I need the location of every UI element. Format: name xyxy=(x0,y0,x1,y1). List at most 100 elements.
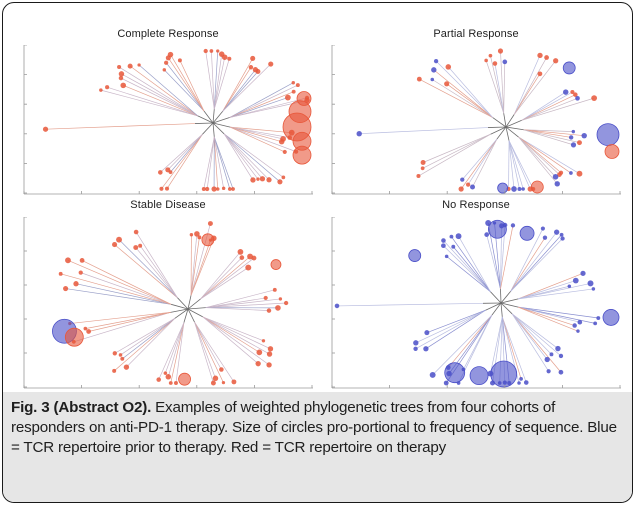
branch xyxy=(202,316,259,364)
branch xyxy=(200,267,249,300)
leaf-dot xyxy=(563,89,569,95)
panel-frame xyxy=(331,45,621,195)
leaf-dot xyxy=(544,356,550,363)
branch xyxy=(523,129,585,137)
branch xyxy=(467,138,498,185)
leaf-dot xyxy=(567,284,572,289)
branch xyxy=(336,302,484,307)
branch xyxy=(205,289,275,308)
leaf-dot xyxy=(356,131,362,137)
branch xyxy=(139,245,178,298)
leaf-dot xyxy=(558,369,564,375)
panel-frame xyxy=(23,45,313,195)
branch xyxy=(223,133,263,179)
leaf-dot xyxy=(278,297,283,301)
leaf-dot xyxy=(570,142,577,148)
branch xyxy=(170,303,189,310)
leaf-dot xyxy=(443,380,449,386)
branch xyxy=(521,91,573,121)
branch xyxy=(518,306,596,324)
figure-caption: Fig. 3 (Abstract O2). Examples of weight… xyxy=(3,392,632,502)
leaf-dot xyxy=(42,126,49,132)
leaf-dot xyxy=(118,75,124,81)
frequency-circle xyxy=(488,219,507,239)
leaf-dot xyxy=(227,187,232,191)
leaf-dot xyxy=(581,132,587,139)
branch xyxy=(200,251,241,300)
leaf-dot xyxy=(458,186,464,192)
branch xyxy=(229,97,288,118)
branch xyxy=(206,136,215,190)
leaf-dot xyxy=(431,67,437,73)
leaf-dot xyxy=(250,55,256,61)
branch xyxy=(513,73,541,115)
phylogenetic-tree xyxy=(23,45,313,195)
branch xyxy=(205,298,281,308)
branch xyxy=(508,140,520,190)
leaf-dot xyxy=(441,243,446,249)
leaf-dot xyxy=(216,49,220,53)
panel-partial-response: Partial Response xyxy=(331,3,621,195)
branch xyxy=(521,91,566,121)
leaf-dot xyxy=(523,380,529,385)
branch xyxy=(121,73,198,117)
leaf-dot xyxy=(281,175,286,180)
leaf-dot xyxy=(215,187,220,191)
leaf-dot xyxy=(554,181,560,187)
branch xyxy=(223,133,284,178)
leaf-dot xyxy=(560,236,565,241)
leaf-dot xyxy=(205,186,210,192)
branch xyxy=(508,140,515,190)
leaf-dot xyxy=(158,170,163,175)
frequency-circle xyxy=(64,327,84,347)
branch xyxy=(138,64,198,117)
leaf-dot xyxy=(572,323,577,328)
panel-frame xyxy=(23,217,313,389)
branch xyxy=(161,134,203,190)
leaf-dot xyxy=(282,149,287,155)
branch xyxy=(453,246,491,292)
branch xyxy=(200,257,243,300)
branch xyxy=(510,238,563,292)
branch xyxy=(170,134,203,173)
frequency-circle xyxy=(292,145,312,165)
leaf-dot xyxy=(573,92,578,97)
branch xyxy=(485,302,502,311)
branch xyxy=(203,136,215,190)
branch xyxy=(418,133,491,177)
branch xyxy=(490,316,503,374)
branch xyxy=(462,138,498,180)
branch xyxy=(419,78,493,118)
leaf-dot xyxy=(284,94,291,101)
leaf-dot xyxy=(133,229,139,235)
leaf-dot xyxy=(444,254,449,259)
leaf-dot xyxy=(546,369,551,374)
branch xyxy=(501,316,527,383)
frequency-circle xyxy=(270,259,282,270)
branch xyxy=(190,233,198,296)
branch xyxy=(187,307,206,310)
branch xyxy=(511,313,552,355)
branch xyxy=(203,110,214,124)
leaf-dot xyxy=(221,381,226,385)
branch xyxy=(107,86,198,117)
branch xyxy=(432,79,493,118)
leaf-dot xyxy=(416,76,422,82)
leaf-dot xyxy=(165,167,171,173)
leaf-dot xyxy=(164,60,169,65)
leaf-dot xyxy=(58,271,63,276)
leaf-dot xyxy=(165,374,172,380)
leaf-dot xyxy=(569,171,573,175)
branch xyxy=(166,134,203,189)
panel-stable-disease: Stable Disease xyxy=(23,195,313,391)
panel-no-response: No Response xyxy=(331,195,621,391)
panel-title: Complete Response xyxy=(117,28,219,40)
tree-leaves xyxy=(356,48,620,194)
branch xyxy=(425,309,486,350)
leaf-dot xyxy=(587,280,594,287)
frequency-circle xyxy=(490,360,518,388)
leaf-dot xyxy=(416,173,421,179)
branch xyxy=(165,322,185,374)
branch xyxy=(187,308,195,323)
frequency-circle xyxy=(469,366,489,386)
